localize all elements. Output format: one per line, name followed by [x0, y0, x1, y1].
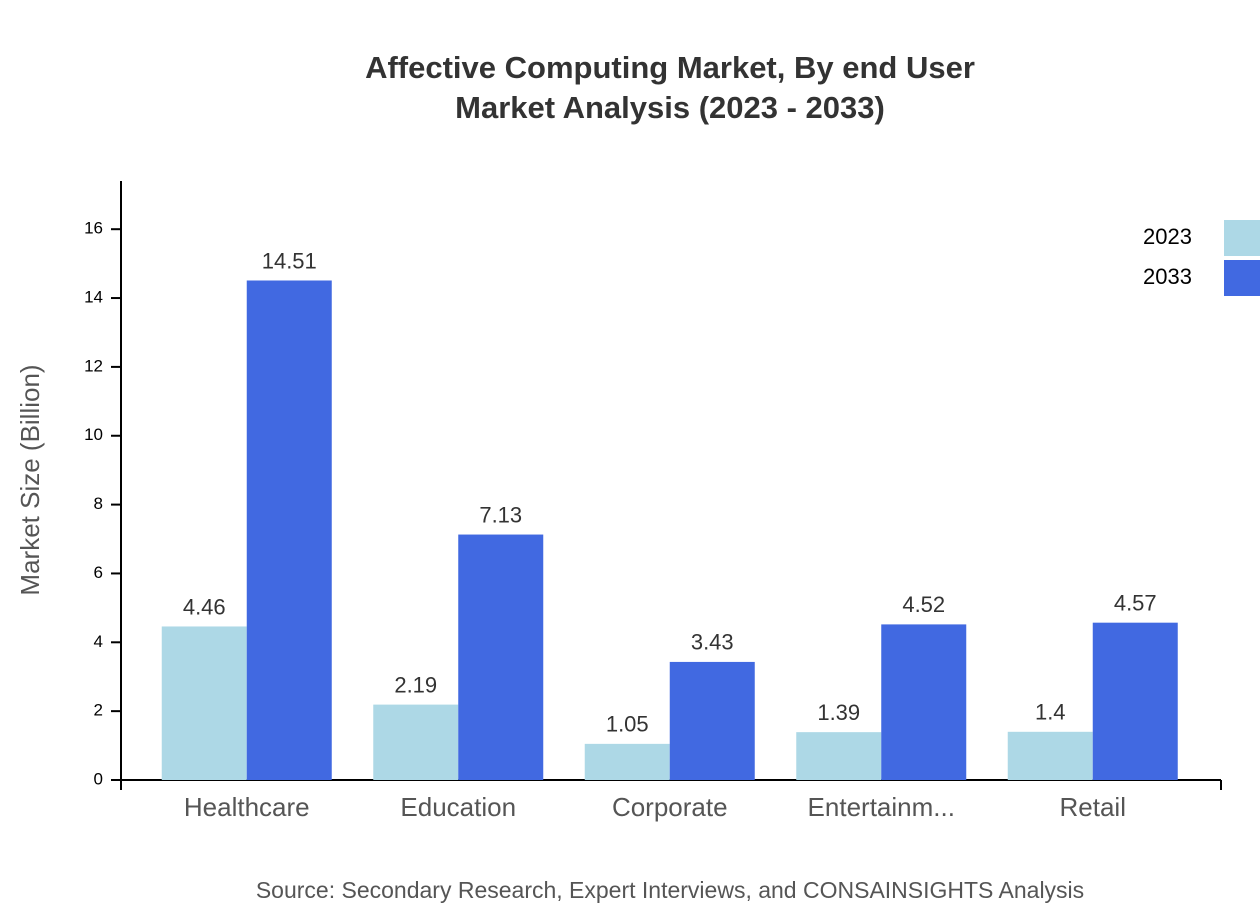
value-label: 1.4 [1035, 700, 1066, 725]
x-tick-label: Corporate [612, 792, 728, 822]
y-tick-label: 2 [94, 701, 103, 720]
x-tick-label: Healthcare [184, 792, 310, 822]
x-tick-label: Entertainm... [808, 792, 955, 822]
x-tick-label: Education [400, 792, 516, 822]
value-label: 1.05 [606, 712, 649, 737]
y-tick-label: 8 [94, 494, 103, 513]
bar [458, 534, 544, 780]
value-label: 3.43 [691, 630, 734, 655]
value-label: 1.39 [817, 700, 860, 725]
y-tick-label: 0 [94, 769, 103, 788]
y-tick-label: 6 [94, 563, 103, 582]
y-tick-label: 16 [84, 219, 103, 238]
bar [161, 626, 247, 780]
legend-label: 2033 [1143, 264, 1192, 289]
bar [881, 624, 967, 780]
bar [1007, 731, 1093, 780]
y-tick-label: 12 [84, 356, 103, 375]
chart-subtitle: Market Analysis (2023 - 2033) [455, 90, 885, 125]
y-tick-label: 4 [94, 632, 103, 651]
value-label: 14.51 [262, 248, 317, 273]
x-tick-label: Retail [1060, 792, 1126, 822]
value-label: 4.46 [183, 594, 226, 619]
bar [796, 732, 882, 780]
value-label: 2.19 [394, 672, 437, 697]
y-axis-label: Market Size (Billion) [15, 364, 45, 595]
value-label: 7.13 [479, 502, 522, 527]
bar [1092, 622, 1178, 780]
bar [669, 661, 755, 780]
legend-swatch [1224, 260, 1260, 296]
legend-label: 2023 [1143, 224, 1192, 249]
y-tick-label: 10 [84, 425, 103, 444]
bar [584, 743, 670, 780]
y-tick-label: 14 [84, 288, 103, 307]
legend-swatch [1224, 220, 1260, 256]
bar [373, 704, 459, 780]
source-note: Source: Secondary Research, Expert Inter… [256, 877, 1084, 903]
bar [246, 280, 332, 780]
chart-title: Affective Computing Market, By end User [365, 50, 975, 85]
value-label: 4.52 [902, 592, 945, 617]
value-label: 4.57 [1114, 590, 1157, 615]
